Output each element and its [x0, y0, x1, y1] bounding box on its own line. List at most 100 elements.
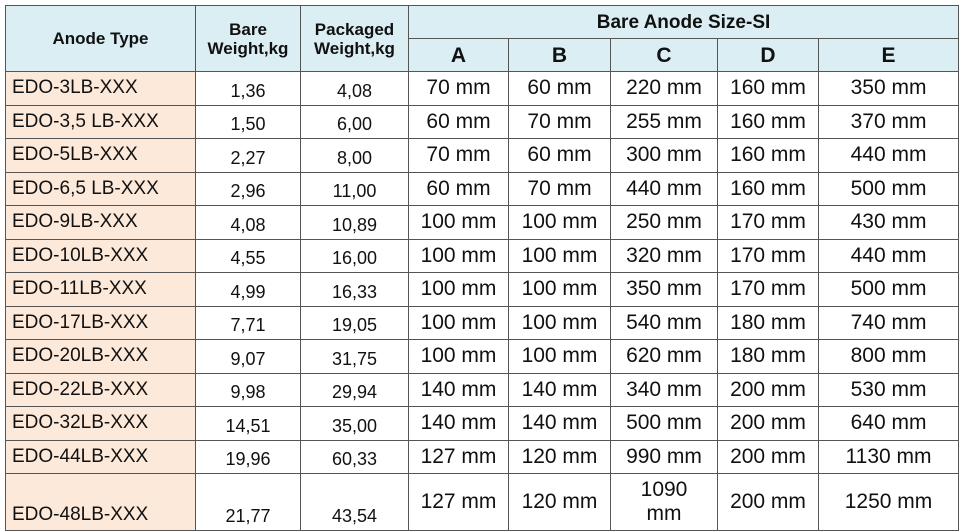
table-cell: EDO-44LB-XXX: [5, 439, 196, 474]
table-cell: 127 mm: [408, 439, 509, 474]
table-cell: 31,75: [300, 339, 409, 374]
table-row: EDO-20LB-XXX 9,07 31,75 100 mm 100 mm 620 mm 1…: [5, 339, 960, 374]
table-cell: 255 mm: [610, 104, 718, 139]
table-cell: EDO-32LB-XXX: [5, 406, 196, 441]
table-row: EDO-3,5 LB-XXX 1,50 6,00 60 mm 70 mm 255 mm 16…: [5, 104, 960, 139]
table-cell: 4,08: [300, 71, 409, 106]
table-cell: 800 mm: [817, 339, 960, 374]
table-header: Anode Type Bare Weight,kg Packaged Weigh…: [5, 5, 960, 72]
table-cell: 140 mm: [508, 406, 611, 441]
table-row: EDO-22LB-XXX 9,98 29,94 140 mm 140 mm 340 mm 2…: [5, 372, 960, 407]
table-cell: 8,00: [300, 138, 409, 173]
table-cell: 140 mm: [408, 406, 509, 441]
table-cell: 1130 mm: [817, 439, 960, 474]
table-body: EDO-3LB-XXX 1,36 4,08 70 mm 60 mm 220 mm 160 m…: [5, 71, 960, 531]
table-cell: 350 mm: [817, 71, 960, 106]
table-cell: EDO-48LB-XXX: [5, 473, 196, 531]
table-cell: 4,08: [195, 205, 301, 240]
table-cell: 4,55: [195, 238, 301, 273]
table-cell: 60 mm: [408, 104, 509, 139]
table-cell: 540 mm: [610, 305, 718, 340]
table-cell: 170 mm: [717, 272, 819, 307]
table-cell: EDO-17LB-XXX: [5, 305, 196, 340]
table-cell: 1250 mm: [817, 473, 960, 531]
page: Anode Type Bare Weight,kg Packaged Weigh…: [5, 5, 960, 531]
table-row: EDO-6,5 LB-XXX 2,96 11,00 60 mm 70 mm 440 mm 1…: [5, 171, 960, 206]
header-cell: E: [817, 38, 960, 72]
table-cell: 200 mm: [717, 406, 819, 441]
table-cell: 70 mm: [408, 138, 509, 173]
table-cell: EDO-3LB-XXX: [5, 71, 196, 106]
table-cell: 29,94: [300, 372, 409, 407]
table-cell: EDO-22LB-XXX: [5, 372, 196, 407]
table-cell: 16,33: [300, 272, 409, 307]
table-cell: EDO-9LB-XXX: [5, 205, 196, 240]
table-cell: 14,51: [195, 406, 301, 441]
table-cell: 200 mm: [717, 473, 819, 531]
header-cell: Anode Type: [5, 5, 196, 72]
table-cell: 21,77: [195, 473, 301, 531]
table-cell: 160 mm: [717, 71, 819, 106]
table-cell: 300 mm: [610, 138, 718, 173]
table-cell: 180 mm: [717, 339, 819, 374]
header-cell: C: [610, 38, 718, 72]
table-cell: EDO-5LB-XXX: [5, 138, 196, 173]
table-cell: 340 mm: [610, 372, 718, 407]
header-row: Anode Type Bare Weight,kg Packaged Weigh…: [5, 5, 960, 72]
table-cell: EDO-11LB-XXX: [5, 272, 196, 307]
table-cell: 60 mm: [508, 138, 611, 173]
table-cell: 10,89: [300, 205, 409, 240]
table-cell: EDO-3,5 LB-XXX: [5, 104, 196, 139]
header-cell: A: [408, 38, 509, 72]
table-cell: 160 mm: [717, 171, 819, 206]
table-cell: 440 mm: [817, 138, 960, 173]
table-cell: 740 mm: [817, 305, 960, 340]
table-cell: 100 mm: [508, 272, 611, 307]
header-cell: Packaged Weight,kg: [300, 5, 409, 72]
table-cell: 16,00: [300, 238, 409, 273]
table-cell: 2,96: [195, 171, 301, 206]
table-cell: 140 mm: [408, 372, 509, 407]
table-cell: 1090 mm: [610, 473, 718, 531]
table-cell: 320 mm: [610, 238, 718, 273]
table-cell: 350 mm: [610, 272, 718, 307]
table-cell: 430 mm: [817, 205, 960, 240]
table-row: EDO-48LB-XXX 21,77 43,54 127 mm 120 mm 1090 m…: [5, 473, 960, 531]
table-cell: 70 mm: [408, 71, 509, 106]
table-cell: 35,00: [300, 406, 409, 441]
table-cell: 1,36: [195, 71, 301, 106]
table-cell: 370 mm: [817, 104, 960, 139]
table-row: EDO-11LB-XXX 4,99 16,33 100 mm 100 mm 350 mm 1…: [5, 272, 960, 307]
table-cell: 70 mm: [508, 104, 611, 139]
table-cell: 100 mm: [408, 205, 509, 240]
table-cell: 19,96: [195, 439, 301, 474]
anode-table: Anode Type Bare Weight,kg Packaged Weigh…: [5, 5, 960, 531]
table-cell: 60 mm: [408, 171, 509, 206]
table-cell: 440 mm: [610, 171, 718, 206]
table-cell: 43,54: [300, 473, 409, 531]
table-cell: 200 mm: [717, 372, 819, 407]
table-cell: 9,98: [195, 372, 301, 407]
table-cell: 100 mm: [508, 305, 611, 340]
table-cell: 500 mm: [610, 406, 718, 441]
table-row: EDO-5LB-XXX 2,27 8,00 70 mm 60 mm 300 mm 160 m…: [5, 138, 960, 173]
table-cell: 440 mm: [817, 238, 960, 273]
table-cell: 9,07: [195, 339, 301, 374]
table-row: EDO-9LB-XXX 4,08 10,89 100 mm 100 mm 250 mm 17…: [5, 205, 960, 240]
table-cell: 170 mm: [717, 205, 819, 240]
table-cell: 2,27: [195, 138, 301, 173]
table-cell: 530 mm: [817, 372, 960, 407]
table-cell: 100 mm: [408, 272, 509, 307]
table-cell: 220 mm: [610, 71, 718, 106]
table-row: EDO-32LB-XXX 14,51 35,00 140 mm 140 mm 500 mm…: [5, 406, 960, 441]
table-cell: 100 mm: [508, 238, 611, 273]
table-cell: 60 mm: [508, 71, 611, 106]
table-cell: 4,99: [195, 272, 301, 307]
header-cell: Bare Weight,kg: [195, 5, 301, 72]
table-cell: 19,05: [300, 305, 409, 340]
table-cell: 160 mm: [717, 104, 819, 139]
table-cell: 60,33: [300, 439, 409, 474]
table-cell: 180 mm: [717, 305, 819, 340]
table-cell: 500 mm: [817, 272, 960, 307]
